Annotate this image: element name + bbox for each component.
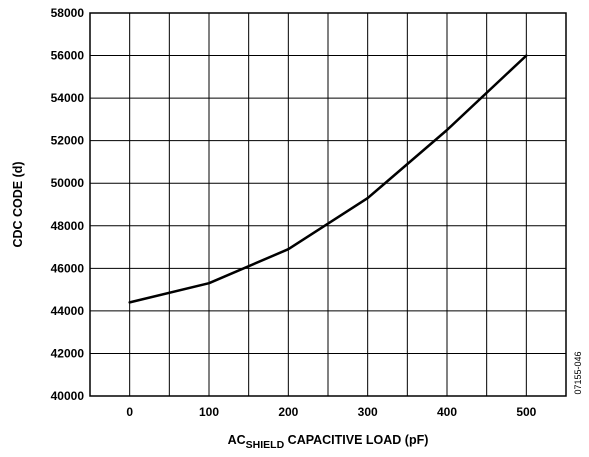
grid: [90, 12, 566, 397]
y-tick-label: 54000: [51, 91, 85, 105]
x-tick-labels: 0 100 200 300 400 500: [126, 405, 536, 419]
x-axis-title-suffix: CAPACITIVE LOAD (pF): [284, 433, 428, 447]
y-axis-title: CDC CODE (d): [11, 161, 25, 247]
y-tick-label: 56000: [51, 49, 85, 63]
plot-frame: [89, 12, 567, 397]
y-tick-label: 42000: [51, 346, 85, 360]
y-tick-label: 44000: [51, 304, 85, 318]
x-tick-label: 500: [516, 405, 536, 419]
y-tick-label: 46000: [51, 261, 85, 275]
x-tick-label: 300: [358, 405, 378, 419]
y-tick-label: 48000: [51, 219, 85, 233]
x-tick-label: 100: [199, 405, 219, 419]
x-tick-label: 0: [126, 405, 133, 419]
y-tick-label: 50000: [51, 176, 85, 190]
figure-code: 07155-046: [573, 351, 583, 394]
x-tick-label: 200: [278, 405, 298, 419]
series-line: [128, 54, 528, 304]
x-axis-title-prefix: AC: [228, 433, 246, 447]
x-axis-title: ACSHIELD CAPACITIVE LOAD (pF): [228, 433, 429, 451]
series-layer: [128, 54, 528, 304]
y-tick-label: 40000: [51, 389, 85, 403]
x-tick-label: 400: [437, 405, 457, 419]
y-tick-label: 58000: [51, 6, 85, 20]
x-axis-title-subscript: SHIELD: [246, 439, 285, 451]
y-tick-labels: 40000 42000 44000 46000 48000 50000 52000 54000…: [51, 6, 85, 403]
y-tick-label: 52000: [51, 134, 85, 148]
